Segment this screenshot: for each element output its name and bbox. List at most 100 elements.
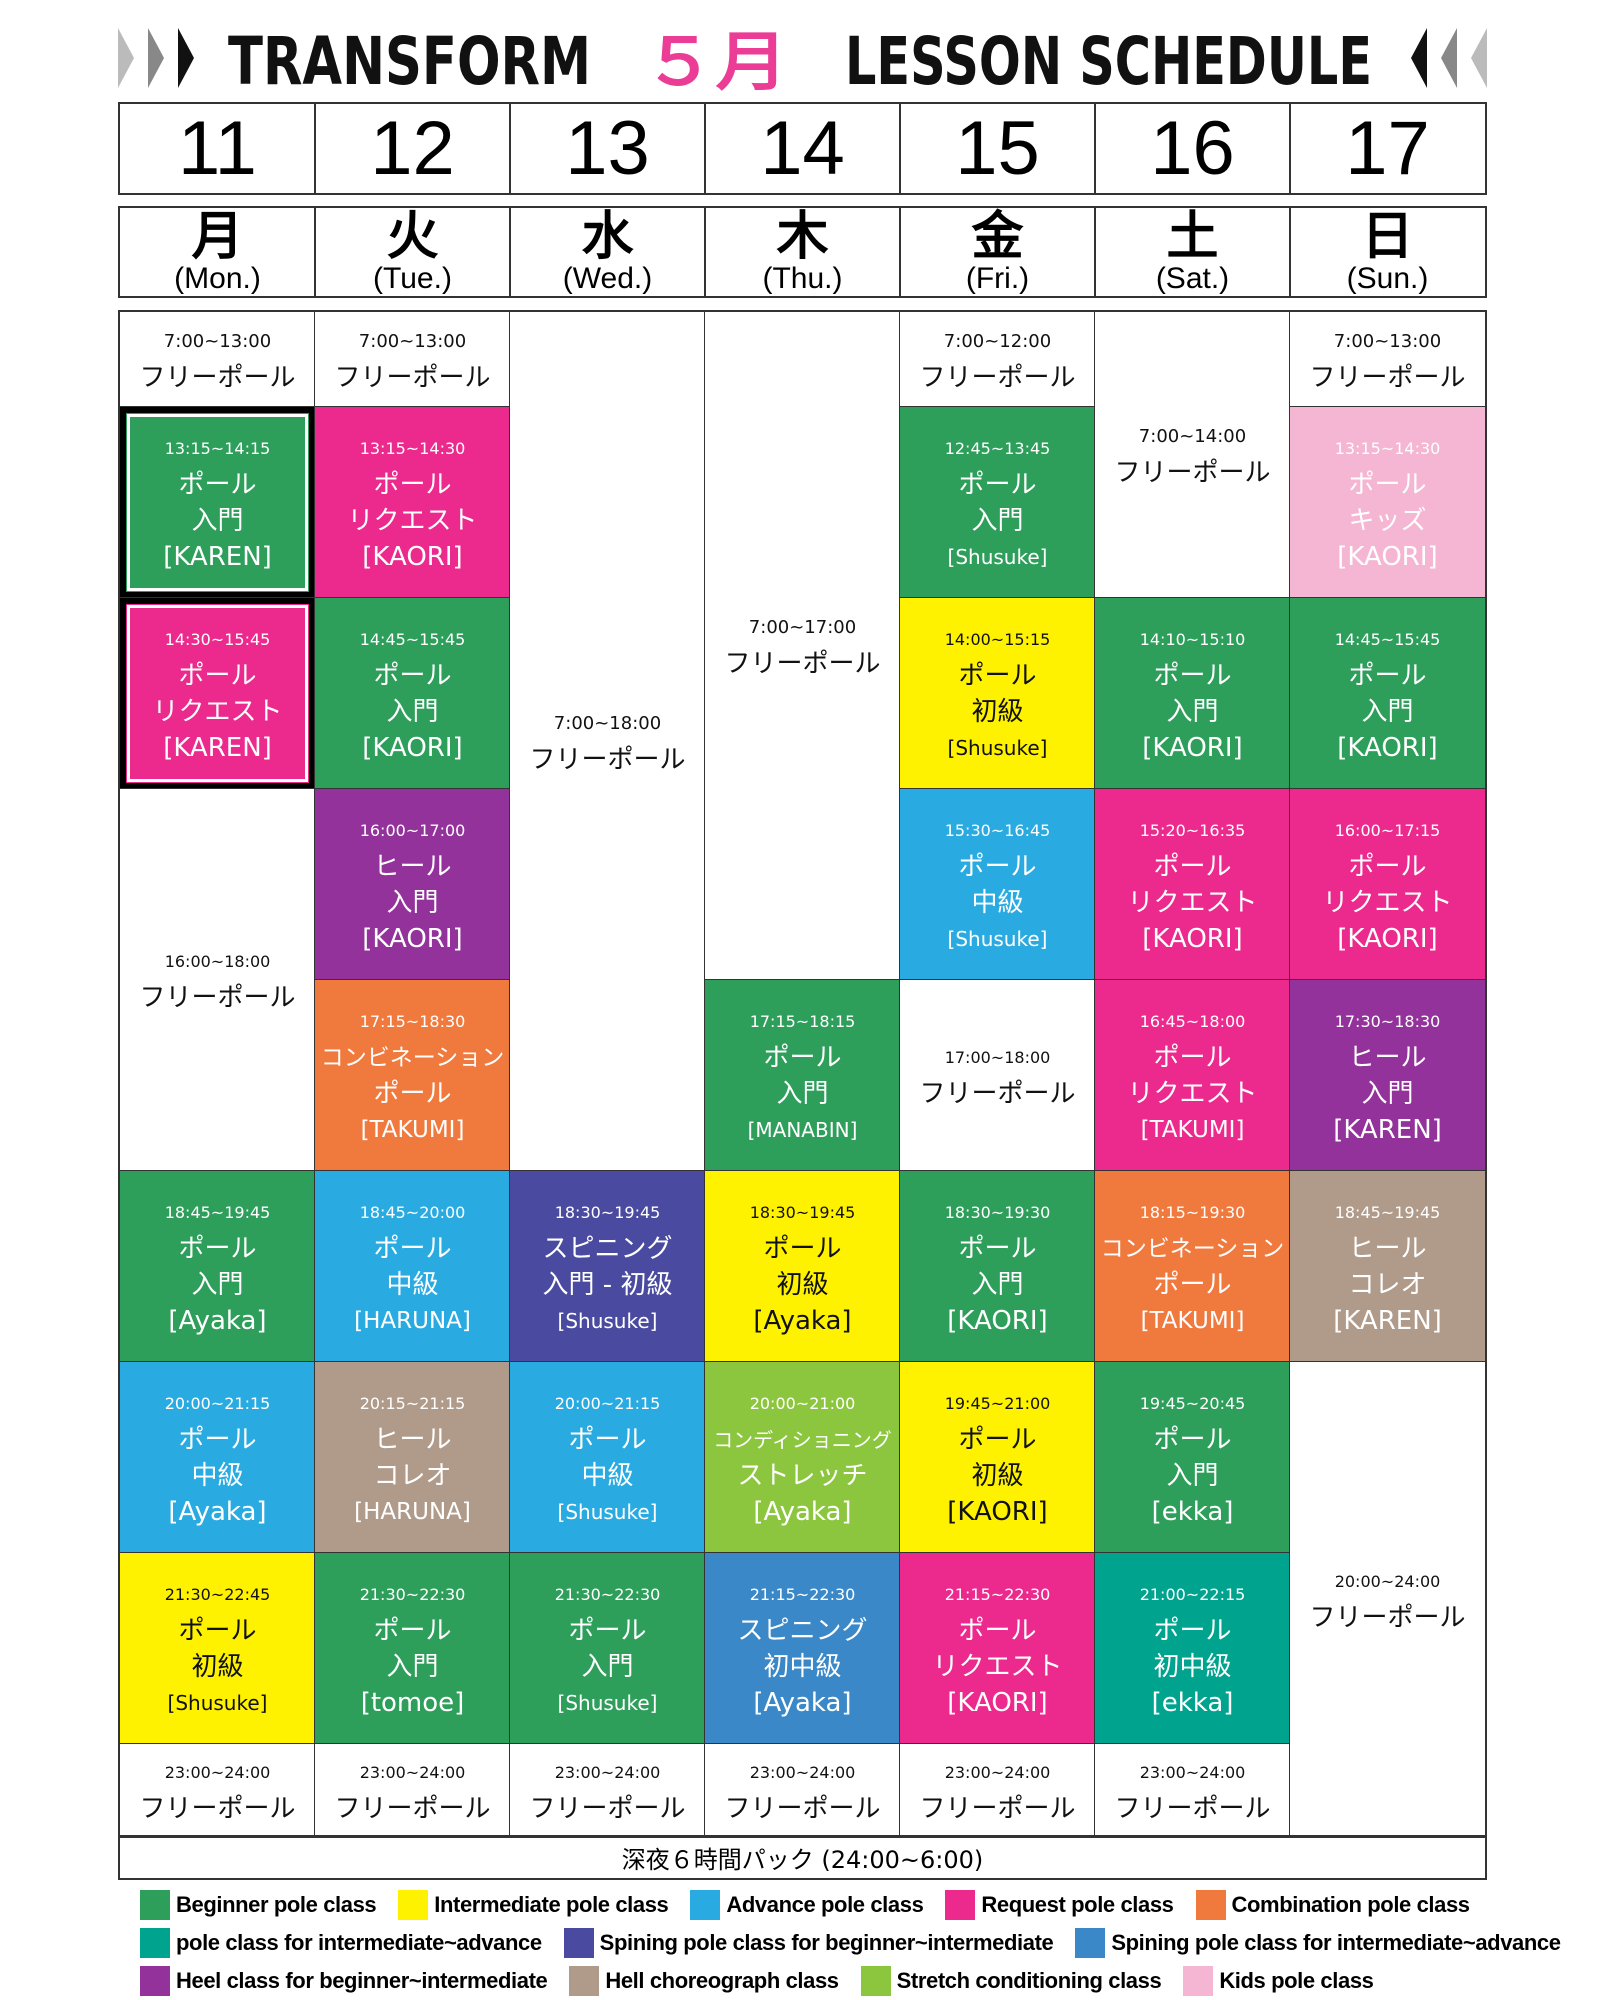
weekday: 日 (Sun.) bbox=[1290, 208, 1485, 296]
legend-item: Spining pole class for beginner~intermed… bbox=[563, 1928, 1054, 1958]
lesson-line: 中級 bbox=[191, 1460, 244, 1491]
lesson-line: 12:45~13:45 bbox=[944, 438, 1051, 458]
lesson-cell: 23:00~24:00 フリーポール bbox=[1095, 1744, 1290, 1837]
legend-swatch bbox=[140, 1890, 170, 1920]
lesson-line: [Ayaka] bbox=[753, 1496, 852, 1527]
lesson-line: [Shusuke] bbox=[557, 1308, 658, 1333]
lesson-cell: 21:15~22:30 ポール リクエスト [KAORI] bbox=[900, 1553, 1095, 1744]
lesson-line: [Shusuke] bbox=[947, 544, 1048, 569]
lesson-line: 7:00~18:00 bbox=[553, 712, 662, 734]
lesson-line: ポール bbox=[178, 469, 257, 500]
lesson-cell: 7:00~18:00 フリーポール bbox=[510, 312, 705, 1171]
date: 15 bbox=[900, 104, 1095, 193]
weekday-kanji: 火 bbox=[386, 207, 439, 267]
lesson-line: [HARUNA] bbox=[354, 1498, 471, 1525]
lesson-line: リクエスト bbox=[932, 1651, 1063, 1682]
date: 12 bbox=[315, 104, 510, 193]
lesson-cell: 15:30~16:45 ポール 中級 [Shusuke] bbox=[900, 789, 1095, 980]
weekday-english: (Tue.) bbox=[373, 262, 452, 295]
lesson-line: [KAREN] bbox=[1333, 1305, 1442, 1336]
lesson-line: ポール bbox=[568, 1424, 647, 1455]
lesson-line: ポール bbox=[1348, 660, 1427, 691]
lesson-line: 初級 bbox=[776, 1269, 829, 1300]
lesson-cell: 20:00~21:15 ポール 中級 [Shusuke] bbox=[510, 1362, 705, 1553]
lesson-line: 7:00~17:00 bbox=[748, 617, 857, 638]
lesson-line: 入門 bbox=[1166, 1460, 1219, 1491]
lesson-cell: 18:30~19:45 ポール初級 [Ayaka] bbox=[705, 1171, 900, 1362]
lesson-line: フリーポール bbox=[139, 362, 296, 393]
lesson-cell: 20:00~21:00 コンディショニング ストレッチ [Ayaka] bbox=[705, 1362, 900, 1553]
lesson-cell: 21:15~22:30 スピニング 初中級 [Ayaka] bbox=[705, 1553, 900, 1744]
lesson-line: ポール bbox=[763, 1233, 842, 1264]
weekday: 土 (Sat.) bbox=[1095, 208, 1290, 296]
lesson-line: 中級 bbox=[971, 887, 1024, 918]
lesson-line: ポール bbox=[373, 660, 452, 691]
weekday-kanji: 木 bbox=[776, 207, 829, 267]
date: 13 bbox=[510, 104, 705, 193]
lesson-line: 14:45~15:45 bbox=[1334, 629, 1441, 649]
lesson-cell: 18:15~19:30 コンビネーション ポール [TAKUMI] bbox=[1095, 1171, 1290, 1362]
lesson-cell: 14:10~15:10 ポール 入門 [KAORI] bbox=[1095, 598, 1290, 789]
lesson-line: 18:30~19:45 bbox=[749, 1202, 856, 1222]
lesson-line: ヒール bbox=[373, 851, 452, 882]
lesson-line: 20:00~24:00 bbox=[1334, 1571, 1441, 1591]
lesson-line: 入門 bbox=[971, 505, 1024, 536]
lesson-line: 7:00~13:00 bbox=[1333, 330, 1442, 352]
lesson-line: 14:00~15:15 bbox=[944, 629, 1051, 649]
lesson-cell: 17:00~18:00 フリーポール bbox=[900, 980, 1095, 1171]
lesson-cell: 17:15~18:15 ポール 入門 [MANABIN] bbox=[705, 980, 900, 1171]
lesson-line: [KAORI] bbox=[1142, 923, 1243, 954]
lesson-line: 21:15~22:30 bbox=[944, 1584, 1051, 1604]
weekday-kanji: 水 bbox=[581, 207, 634, 267]
lesson-line: ポール bbox=[373, 1615, 452, 1646]
lesson-line: 入門 bbox=[191, 505, 244, 536]
lesson-cell: 16:45~18:00 ポール リクエスト [TAKUMI] bbox=[1095, 980, 1290, 1171]
lesson-cell: 14:45~15:45 ポール 入門 [KAORI] bbox=[315, 598, 510, 789]
legend-item: Hell choreograph class bbox=[569, 1966, 839, 1996]
date: 16 bbox=[1095, 104, 1290, 193]
legend-label: Stretch conditioning class bbox=[896, 1968, 1162, 1993]
lesson-line: [KAREN] bbox=[163, 732, 272, 763]
lesson-line: 入門 bbox=[386, 887, 439, 918]
legend-swatch bbox=[860, 1966, 891, 1996]
lesson-line: 14:30~15:45 bbox=[164, 629, 271, 649]
lesson-line: ポール bbox=[178, 660, 257, 691]
legend-item: Kids pole class bbox=[1183, 1966, 1374, 1996]
lesson-line: 19:45~21:00 bbox=[944, 1393, 1051, 1413]
weekday-kanji: 土 bbox=[1166, 207, 1219, 267]
lesson-cell: 13:15~14:30 ポール キッズ [KAORI] bbox=[1290, 407, 1485, 598]
lesson-line: 18:45~20:00 bbox=[359, 1202, 466, 1222]
lesson-line: フリーポール bbox=[529, 1793, 686, 1824]
lesson-cell: 21:30~22:45 ポール 初級 [Shusuke] bbox=[120, 1553, 315, 1744]
weekday-english: (Sat.) bbox=[1155, 262, 1230, 295]
lesson-line: 16:45~18:00 bbox=[1139, 1011, 1246, 1031]
lesson-line: [TAKUMI] bbox=[360, 1116, 465, 1143]
lesson-line: フリーポール bbox=[919, 362, 1076, 393]
lesson-line: ポール bbox=[958, 660, 1037, 691]
title: LESSON SCHEDULE bbox=[845, 23, 1372, 100]
lesson-line: 中級 bbox=[386, 1269, 439, 1300]
lesson-cell: 18:30~19:30 ポール 入門 [KAORI] bbox=[900, 1171, 1095, 1362]
legend-item: Heel class for beginner~intermediate bbox=[140, 1966, 548, 1996]
lesson-cell: 19:45~21:00 ポール 初級 [KAORI] bbox=[900, 1362, 1095, 1553]
weekday-kanji: 月 bbox=[191, 207, 244, 267]
lesson-line: リクエスト bbox=[152, 696, 283, 727]
weekday-english: (Thu.) bbox=[762, 262, 843, 295]
lesson-cell: 21:30~22:30 ポール 入門 [Shusuke] bbox=[510, 1553, 705, 1744]
lesson-line: ポール bbox=[1348, 469, 1427, 500]
lesson-line: [KAORI] bbox=[362, 541, 463, 572]
lesson-line: コレオ bbox=[1348, 1269, 1427, 1300]
lesson-cell: 17:15~18:30 コンビネーション ポール [TAKUMI] bbox=[315, 980, 510, 1171]
lesson-line: 21:30~22:45 bbox=[164, 1584, 271, 1604]
lesson-line: [Ayaka] bbox=[753, 1305, 852, 1336]
lesson-line: 13:15~14:30 bbox=[1334, 438, 1441, 458]
lesson-line: 初級 bbox=[971, 696, 1024, 727]
lesson-line: リクエスト bbox=[1322, 887, 1453, 918]
lesson-line: 入門 bbox=[581, 1651, 634, 1682]
lesson-line: フリーポール bbox=[919, 1793, 1076, 1824]
legend-label: Spining pole class for beginner~intermed… bbox=[599, 1930, 1054, 1955]
lesson-cell: 13:15~14:15 ポール 入門 [KAREN] bbox=[120, 407, 315, 598]
lesson-line: 17:15~18:30 bbox=[359, 1011, 466, 1031]
lesson-line: キッズ bbox=[1348, 505, 1427, 536]
legend-label: Beginner pole class bbox=[176, 1892, 377, 1917]
